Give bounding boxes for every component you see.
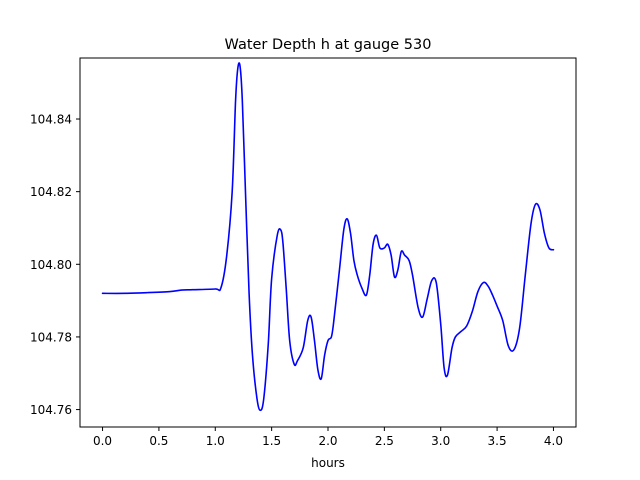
- series-line-0: [101, 62, 555, 412]
- x-tick-label: 3.0: [431, 434, 450, 448]
- x-axis-label: hours: [311, 456, 345, 470]
- y-axis: 104.76 104.78 104.80 104.82 104.84: [30, 113, 80, 417]
- x-tick-label: 2.0: [318, 434, 337, 448]
- x-tick-label: 0.0: [93, 434, 112, 448]
- x-tick-label: 0.5: [149, 434, 168, 448]
- x-tick-label: 1.5: [262, 434, 281, 448]
- y-tick-label: 104.80: [30, 258, 72, 272]
- x-tick-label: 4.0: [544, 434, 563, 448]
- x-tick-label: 2.5: [375, 434, 394, 448]
- y-tick-label: 104.82: [30, 185, 72, 199]
- y-tick-label: 104.78: [30, 330, 72, 344]
- x-axis: 0.0 0.5 1.0 1.5 2.0 2.5 3.0 3.5 4.0: [93, 427, 563, 448]
- chart-title: Water Depth h at gauge 530: [225, 37, 432, 53]
- plot-area: [101, 62, 555, 412]
- x-tick-label: 1.0: [206, 434, 225, 448]
- x-tick-label: 3.5: [488, 434, 507, 448]
- y-tick-label: 104.76: [30, 403, 72, 417]
- y-tick-label: 104.84: [30, 113, 72, 127]
